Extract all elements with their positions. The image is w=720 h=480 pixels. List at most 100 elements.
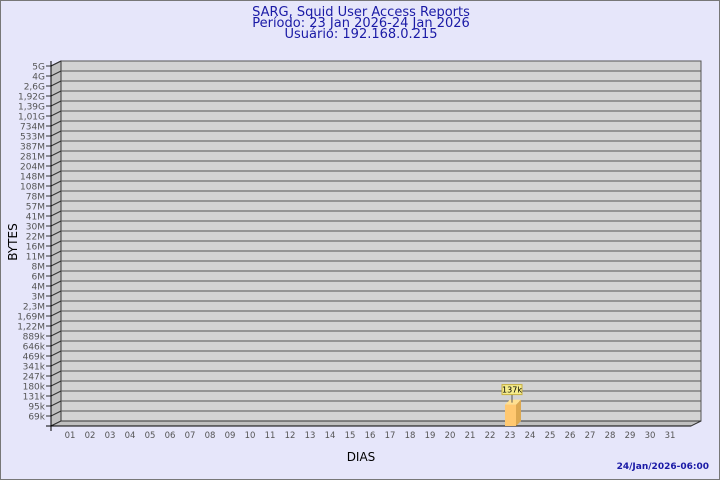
y-tick-link <box>50 180 62 187</box>
y-tick-link <box>50 140 62 147</box>
y-tick-label: 1,01G <box>18 113 45 123</box>
y-tick-label: 646k <box>23 343 46 353</box>
x-tick-label: 01 <box>65 431 76 441</box>
y-tick-link <box>50 350 62 357</box>
chart-user: Usuário: 192.168.0.215 <box>284 27 438 42</box>
y-tick-link <box>50 130 62 137</box>
y-tick-label: 11M <box>26 253 45 263</box>
y-tick-link <box>50 320 62 327</box>
x-tick-label: 31 <box>665 431 676 441</box>
y-tick-link <box>50 240 62 247</box>
data-label-box <box>501 384 523 396</box>
y-tick-label: 533M <box>20 133 45 143</box>
y-tick-link <box>50 280 62 287</box>
x-tick-label: 30 <box>645 431 656 441</box>
y-tick-label: 131k <box>23 393 46 403</box>
x-tick-label: 22 <box>485 431 496 441</box>
x-tick-label: 09 <box>225 431 236 441</box>
bar-top <box>505 399 521 405</box>
y-tick-label: 387M <box>20 143 45 153</box>
y-tick-label: 3M <box>32 293 46 303</box>
x-tick-label: 13 <box>305 431 316 441</box>
x-tick-label: 19 <box>425 431 436 441</box>
y-tick-label: 108M <box>20 183 45 193</box>
x-tick-label: 08 <box>205 431 216 441</box>
y-tick-link <box>50 210 62 217</box>
y-tick-link <box>50 190 62 197</box>
timestamp: 24/Jan/2026-06:00 <box>616 462 709 472</box>
y-tick-label: 41M <box>26 213 45 223</box>
y-tick-link <box>50 370 62 377</box>
y-tick-link <box>50 340 62 347</box>
x-tick-label: 21 <box>465 431 476 441</box>
y-tick-link <box>50 300 62 307</box>
bar-side <box>516 399 521 426</box>
bar <box>505 404 516 426</box>
y-tick-label: 2,6G <box>24 83 45 93</box>
y-tick-label: 247k <box>23 373 46 383</box>
y-tick-label: 57M <box>26 203 45 213</box>
y-tick-link <box>50 330 62 337</box>
y-tick-label: 78M <box>26 193 45 203</box>
x-tick-label: 23 <box>505 431 516 441</box>
x-tick-label: 14 <box>325 431 336 441</box>
y-tick-link <box>50 160 62 167</box>
y-tick-label: 889k <box>23 333 46 343</box>
y-tick-link <box>50 410 62 417</box>
x-tick-label: 27 <box>585 431 596 441</box>
x-tick-label: 11 <box>265 431 276 441</box>
y-tick-link <box>50 380 62 387</box>
y-tick-link <box>50 400 62 407</box>
y-tick-label: 2,3M <box>23 303 45 313</box>
y-tick-link <box>50 310 62 317</box>
y-tick-link <box>50 360 62 367</box>
y-tick-link <box>50 230 62 237</box>
x-tick-label: 29 <box>625 431 636 441</box>
y-tick-label: 734M <box>20 123 45 133</box>
y-tick-label: 1,39G <box>18 103 45 113</box>
y-tick-label: 6M <box>32 273 46 283</box>
x-tick-label: 18 <box>405 431 416 441</box>
y-tick-link <box>50 170 62 177</box>
chart-title: SARG, Squid User Access Reports <box>252 5 470 20</box>
y-tick-link <box>50 220 62 227</box>
data-label: 137k <box>502 386 522 395</box>
x-tick-label: 02 <box>85 431 96 441</box>
x-tick-label: 20 <box>445 431 456 441</box>
y-tick-link <box>50 120 62 127</box>
y-axis-label: BYTES <box>6 223 20 260</box>
y-tick-link <box>50 110 62 117</box>
x-tick-label: 26 <box>565 431 576 441</box>
y-tick-label: 204M <box>20 163 45 173</box>
y-tick-label: 281M <box>20 153 45 163</box>
y-tick-link <box>50 250 62 257</box>
x-tick-label: 06 <box>165 431 176 441</box>
plot-floor <box>50 420 702 427</box>
y-tick-label: 1,69M <box>17 313 45 323</box>
y-tick-label: 5G <box>32 63 45 73</box>
y-tick-label: 16M <box>26 243 45 253</box>
y-tick-label: 69k <box>28 413 45 423</box>
x-tick-label: 07 <box>185 431 196 441</box>
x-tick-label: 17 <box>385 431 396 441</box>
x-tick-label: 25 <box>545 431 556 441</box>
y-tick-link <box>50 70 62 77</box>
x-tick-label: 15 <box>345 431 356 441</box>
y-tick-label: 148M <box>20 173 45 183</box>
y-tick-link <box>50 90 62 97</box>
y-tick-label: 180k <box>23 383 46 393</box>
y-tick-link <box>50 290 62 297</box>
x-tick-label: 16 <box>365 431 376 441</box>
y-tick-label: 30M <box>26 223 45 233</box>
x-tick-label: 04 <box>125 431 136 441</box>
y-tick-label: 341k <box>23 363 46 373</box>
y-tick-label: 4G <box>32 73 45 83</box>
y-tick-link <box>50 100 62 107</box>
y-tick-label: 95k <box>28 403 45 413</box>
x-axis-label: DIAS <box>347 450 376 464</box>
y-tick-link <box>50 260 62 267</box>
y-tick-link <box>50 390 62 397</box>
x-tick-label: 03 <box>105 431 116 441</box>
x-tick-label: 05 <box>145 431 156 441</box>
